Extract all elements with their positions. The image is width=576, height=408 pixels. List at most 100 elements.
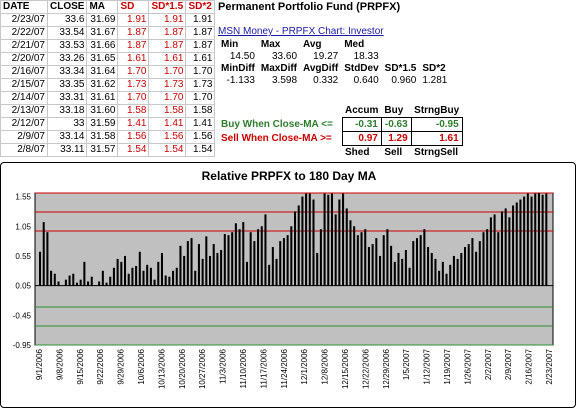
- cell[interactable]: 33.34: [46, 65, 88, 79]
- stat-header: Max: [260, 39, 281, 50]
- cell[interactable]: 1.54: [117, 143, 150, 157]
- bar: [452, 255, 455, 286]
- cell[interactable]: 1.91: [148, 13, 187, 27]
- bar: [353, 226, 356, 286]
- stat-value[interactable]: 18.33: [353, 51, 379, 62]
- cell[interactable]: 33.53: [46, 39, 88, 53]
- bar: [294, 211, 297, 286]
- cell[interactable]: 2/15/07: [0, 78, 48, 92]
- stat-value[interactable]: 0.332: [313, 75, 339, 86]
- stat-value[interactable]: 14.50: [229, 51, 255, 62]
- cell[interactable]: 31.57: [86, 143, 119, 157]
- cell[interactable]: 31.58: [86, 130, 119, 144]
- cell[interactable]: 1.58: [185, 104, 216, 118]
- cell[interactable]: 1.56: [117, 130, 150, 144]
- cell[interactable]: 1.61: [148, 52, 187, 66]
- cell[interactable]: 1.70: [185, 65, 216, 79]
- cell[interactable]: 33.14: [46, 130, 88, 144]
- cell[interactable]: 2/23/07: [0, 13, 48, 27]
- cell[interactable]: 1.41: [148, 117, 187, 131]
- bar: [305, 193, 308, 286]
- cell[interactable]: 1.91: [185, 13, 216, 27]
- cell[interactable]: 1.70: [185, 91, 216, 105]
- bar: [537, 193, 540, 286]
- cell[interactable]: 1.87: [185, 26, 216, 40]
- shed-value[interactable]: 0.97: [341, 131, 382, 146]
- cell[interactable]: 1.61: [117, 52, 150, 66]
- cell[interactable]: 31.67: [86, 26, 119, 40]
- stat-value[interactable]: 19.27: [313, 51, 339, 62]
- cell[interactable]: 1.87: [148, 39, 187, 53]
- x-tick-label: 9/29/2006: [117, 348, 126, 384]
- cell[interactable]: 2/21/07: [0, 39, 48, 53]
- cell[interactable]: 1.91: [117, 13, 150, 27]
- cell[interactable]: 33.31: [46, 91, 88, 105]
- cell[interactable]: 1.41: [117, 117, 150, 131]
- cell[interactable]: 33.35: [46, 78, 88, 92]
- cell[interactable]: 33.54: [46, 26, 88, 40]
- cell[interactable]: 2/13/07: [0, 104, 48, 118]
- col-date-header[interactable]: DATE: [0, 0, 48, 14]
- cell[interactable]: 1.87: [117, 39, 150, 53]
- cell[interactable]: 1.70: [148, 91, 187, 105]
- col-sd15-header[interactable]: SD*1.5: [148, 0, 187, 14]
- cell[interactable]: 1.73: [148, 78, 187, 92]
- col-sd-header[interactable]: SD: [117, 0, 150, 14]
- cell[interactable]: 1.87: [148, 26, 187, 40]
- cell[interactable]: 1.70: [148, 65, 187, 79]
- col-ma-header[interactable]: MA: [86, 0, 119, 14]
- cell[interactable]: 2/8/07: [0, 143, 48, 157]
- bar: [87, 281, 90, 286]
- cell[interactable]: 31.66: [86, 39, 119, 53]
- buy-value[interactable]: -0.63: [380, 117, 412, 132]
- cell[interactable]: 33.11: [46, 143, 88, 157]
- cell[interactable]: 2/12/07: [0, 117, 48, 131]
- stat-value[interactable]: 0.960: [391, 75, 417, 86]
- cell[interactable]: 1.41: [185, 117, 216, 131]
- cell[interactable]: 31.64: [86, 65, 119, 79]
- cell[interactable]: 2/9/07: [0, 130, 48, 144]
- stat-value[interactable]: -1.133: [226, 75, 255, 86]
- cell[interactable]: 1.70: [117, 91, 150, 105]
- cell[interactable]: 31.59: [86, 117, 119, 131]
- cell[interactable]: 1.87: [185, 39, 216, 53]
- stat-value[interactable]: 0.640: [353, 75, 379, 86]
- strong-sell-value[interactable]: 1.61: [410, 131, 463, 146]
- cell[interactable]: 2/14/07: [0, 91, 48, 105]
- cell[interactable]: 1.87: [117, 26, 150, 40]
- cell[interactable]: 31.65: [86, 52, 119, 66]
- cell[interactable]: 2/16/07: [0, 65, 48, 79]
- stat-value[interactable]: 3.598: [271, 75, 298, 86]
- cell[interactable]: 1.73: [185, 78, 216, 92]
- cell[interactable]: 33.18: [46, 104, 88, 118]
- cell[interactable]: 1.56: [185, 130, 216, 144]
- cell[interactable]: 2/22/07: [0, 26, 48, 40]
- col-close-header[interactable]: CLOSE: [46, 0, 88, 14]
- cell[interactable]: 1.58: [148, 104, 187, 118]
- cell[interactable]: 33: [46, 117, 88, 131]
- signal-spacer: [218, 146, 342, 160]
- msn-chart-link[interactable]: MSN Money - PRPFX Chart: Investor: [218, 26, 384, 37]
- cell[interactable]: 1.54: [148, 143, 187, 157]
- chart-container[interactable]: Relative PRPFX to 180 Day MA 1.55 1.05 0.5…: [0, 162, 576, 408]
- cell[interactable]: 1.58: [117, 104, 150, 118]
- cell[interactable]: 31.61: [86, 91, 119, 105]
- stat-value[interactable]: 1.281: [422, 75, 448, 86]
- cell[interactable]: 33.6: [46, 13, 88, 27]
- cell[interactable]: 1.70: [117, 65, 150, 79]
- sell-value[interactable]: 1.29: [380, 131, 412, 146]
- col-sd2-header[interactable]: SD*2: [185, 0, 216, 14]
- buy-accum-value[interactable]: -0.31: [341, 117, 382, 132]
- cell[interactable]: 1.56: [148, 130, 187, 144]
- cell[interactable]: 1.61: [185, 52, 216, 66]
- cell[interactable]: 1.73: [117, 78, 150, 92]
- table-header-row: DATE CLOSE MA SD SD*1.5 SD*2: [0, 0, 216, 14]
- stat-value[interactable]: 33.60: [271, 51, 298, 62]
- cell[interactable]: 31.69: [86, 13, 119, 27]
- cell[interactable]: 31.62: [86, 78, 119, 92]
- cell[interactable]: 1.54: [185, 143, 216, 157]
- cell[interactable]: 31.60: [86, 104, 119, 118]
- cell[interactable]: 33.26: [46, 52, 88, 66]
- strong-buy-value[interactable]: -0.95: [410, 117, 463, 132]
- cell[interactable]: 2/20/07: [0, 52, 48, 66]
